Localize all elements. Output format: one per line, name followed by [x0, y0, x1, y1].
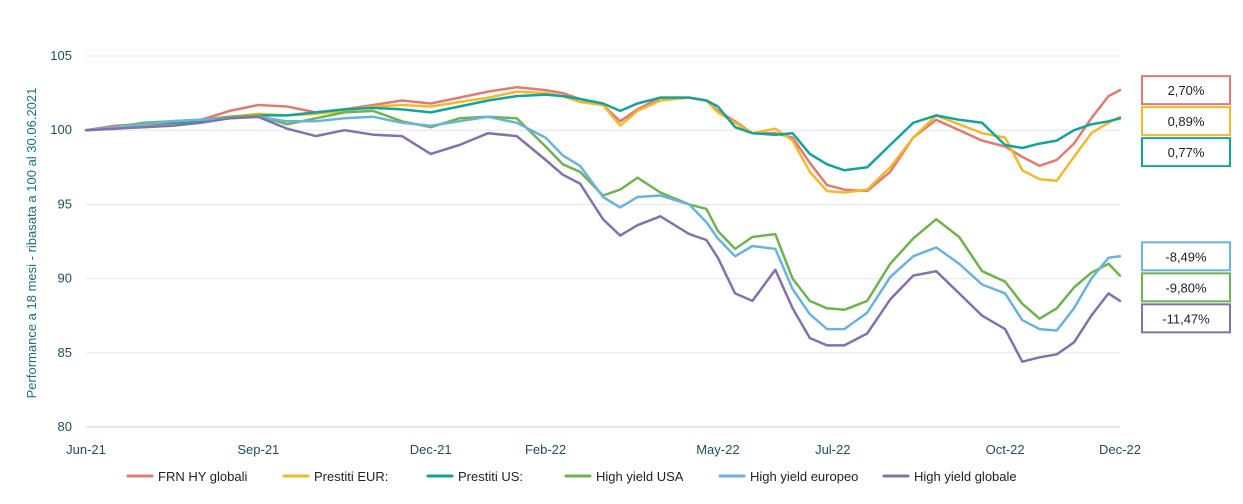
- final-value-box: -9,80%: [1141, 272, 1231, 303]
- final-value-box-border: [1141, 137, 1231, 168]
- final-value-box: -11,47%: [1141, 303, 1231, 334]
- final-value-box: 0,89%: [1141, 106, 1231, 137]
- legend-item: Prestiti US:: [426, 469, 523, 484]
- y-tick-label: 95: [58, 196, 72, 211]
- series-line-2: [84, 93, 1122, 172]
- legend-item: Prestiti EUR:: [282, 469, 388, 484]
- series-lines: [84, 85, 1122, 363]
- y-tick-label: 90: [58, 271, 72, 286]
- y-tick-label: 80: [58, 419, 72, 434]
- final-value-labels: 2,70% 0,89% 0,77% -8,49% -9,80% -11,47%: [1141, 75, 1231, 334]
- x-tick-label: Oct-22: [986, 442, 1025, 457]
- legend-label: FRN HY globali: [158, 469, 247, 484]
- legend: FRN HY globali Prestiti EUR: Prestiti US: H…: [126, 469, 1017, 484]
- y-tick-label: 100: [50, 122, 72, 137]
- final-value-text: 0,77%: [1168, 145, 1205, 160]
- gridlines: [86, 55, 1120, 354]
- x-tick-label: Dec-22: [1099, 442, 1141, 457]
- x-axis-ticks: Jun-21 Sep-21 Dec-21 Feb-22 May-22 Jul-22 Oct-…: [66, 442, 1141, 457]
- series-line-1: [84, 90, 1122, 194]
- legend-label: High yield globale: [914, 469, 1017, 484]
- x-tick-label: Dec-21: [410, 442, 452, 457]
- y-tick-label: 105: [50, 48, 72, 63]
- legend-label: Prestiti US:: [458, 469, 523, 484]
- legend-label: High yield europeo: [750, 469, 858, 484]
- series-line-3: [84, 109, 1122, 320]
- final-value-text: -9,80%: [1165, 280, 1207, 295]
- legend-item: FRN HY globali: [126, 469, 247, 484]
- y-axis-label: Performance a 18 mesi - ribasata a 100 a…: [24, 88, 39, 399]
- final-value-box-border: [1141, 303, 1231, 334]
- final-value-box-border: [1141, 241, 1231, 272]
- series-line-5: [84, 115, 1122, 363]
- final-value-text: 0,89%: [1168, 114, 1205, 129]
- final-value-box: -8,49%: [1141, 241, 1231, 272]
- final-value-text: -11,47%: [1162, 311, 1210, 326]
- final-value-text: -8,49%: [1165, 249, 1207, 264]
- legend-label: High yield USA: [596, 469, 684, 484]
- legend-item: High yield europeo: [718, 469, 858, 484]
- final-value-box-border: [1141, 106, 1231, 137]
- legend-item: High yield USA: [564, 469, 684, 484]
- x-tick-label: Sep-21: [237, 442, 279, 457]
- y-tick-label: 85: [58, 345, 72, 360]
- legend-label: Prestiti EUR:: [314, 469, 388, 484]
- x-tick-label: Jun-21: [66, 442, 106, 457]
- x-tick-label: Feb-22: [525, 442, 566, 457]
- final-value-text: 2,70%: [1168, 83, 1205, 98]
- x-tick-label: May-22: [696, 442, 739, 457]
- y-axis-ticks: 80 85 90 95 100 105: [50, 48, 72, 434]
- final-value-box: 2,70%: [1141, 75, 1231, 106]
- final-value-box: 0,77%: [1141, 137, 1231, 168]
- legend-item: High yield globale: [882, 469, 1017, 484]
- series-line-4: [84, 115, 1122, 332]
- x-tick-label: Jul-22: [815, 442, 850, 457]
- final-value-box-border: [1141, 75, 1231, 106]
- final-value-box-border: [1141, 272, 1231, 303]
